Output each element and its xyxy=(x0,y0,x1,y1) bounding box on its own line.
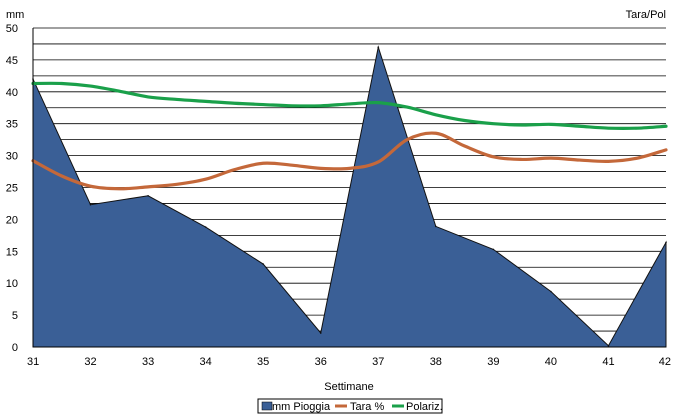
x-tick-label: 40 xyxy=(545,356,557,368)
x-tick-label: 41 xyxy=(602,356,614,368)
x-tick-label: 31 xyxy=(27,356,39,368)
y-tick-label: 30 xyxy=(6,151,18,163)
data-point-mm-pioggia xyxy=(377,46,380,48)
x-tick-label: 34 xyxy=(200,356,212,368)
line-series-layer xyxy=(31,81,668,191)
y-tick-label: 35 xyxy=(6,119,18,131)
x-tick-label: 32 xyxy=(84,356,96,368)
data-point-mm-pioggia xyxy=(550,290,552,293)
data-point-mm-pioggia xyxy=(435,225,437,228)
legend: mm Pioggia Tara % Polariz. xyxy=(257,398,443,414)
y-tick-label: 15 xyxy=(6,246,18,258)
y-tick-label: 50 xyxy=(6,23,18,35)
data-point-mm-pioggia xyxy=(607,344,610,347)
legend-box xyxy=(257,398,443,414)
y-tick-label: 20 xyxy=(6,214,18,226)
legend-label-rain: mm Pioggia xyxy=(272,401,331,413)
x-tick-labels: 31 32 33 34 35 36 37 38 39 40 41 42 xyxy=(27,356,671,368)
data-point-mm-pioggia xyxy=(147,194,149,197)
y-tick-label: 10 xyxy=(6,278,18,290)
data-point-mm-pioggia xyxy=(665,241,667,244)
data-point-mm-pioggia xyxy=(204,226,207,228)
y-axis-right-label: Tara/Pol xyxy=(626,9,666,21)
x-tick-label: 39 xyxy=(487,356,499,368)
x-tick-label: 37 xyxy=(372,356,384,368)
y-tick-label: 25 xyxy=(6,183,18,195)
x-tick-label: 35 xyxy=(257,356,269,368)
series-line-tara xyxy=(31,131,668,191)
legend-label-polariz: Polariz. xyxy=(406,401,443,413)
x-tick-label: 38 xyxy=(430,356,442,368)
y-tick-labels: 0 5 10 15 20 25 30 35 40 45 50 xyxy=(6,23,18,354)
y-tick-label: 0 xyxy=(12,342,18,354)
x-tick-label: 42 xyxy=(659,356,671,368)
y-axis-left-label: mm xyxy=(6,9,24,21)
data-point-mm-pioggia xyxy=(492,248,495,251)
legend-swatch-rain xyxy=(261,401,273,411)
y-tick-label: 5 xyxy=(12,310,18,322)
data-point-mm-pioggia xyxy=(89,203,92,206)
y-tick-label: 45 xyxy=(6,55,18,67)
x-axis-label: Settimane xyxy=(324,381,374,393)
axes xyxy=(32,28,666,348)
x-tick-label: 33 xyxy=(142,356,154,368)
legend-label-tara: Tara % xyxy=(350,401,384,413)
series-line-polariz xyxy=(31,81,668,131)
data-point-mm-pioggia xyxy=(262,263,264,265)
y-tick-label: 40 xyxy=(6,87,18,99)
data-point-mm-pioggia xyxy=(319,332,322,334)
x-tick-label: 36 xyxy=(315,356,327,368)
